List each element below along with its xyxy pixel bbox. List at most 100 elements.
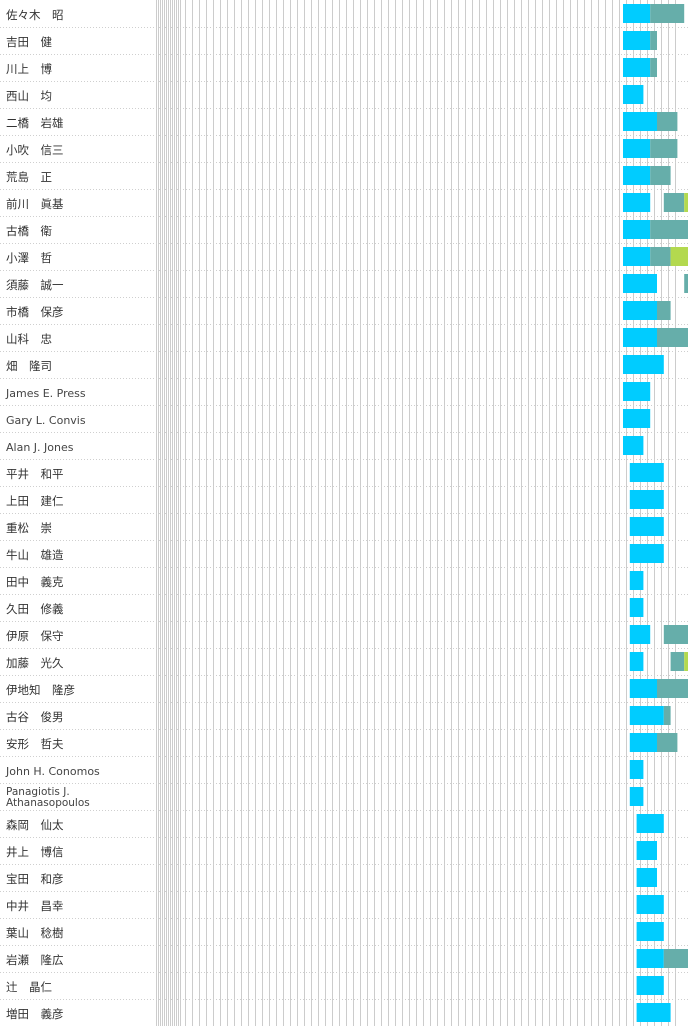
timeline-bar-segment	[623, 85, 644, 104]
timeline-bar-segment	[684, 193, 688, 212]
executive-name-label: 須藤 誠一	[6, 278, 64, 292]
executive-name-label: 伊原 保守	[6, 629, 64, 643]
executive-name-label: 小澤 哲	[6, 251, 52, 265]
timeline-bar-segment	[636, 895, 664, 914]
timeline-bar-segment	[629, 517, 664, 536]
timeline-bar-segment	[629, 760, 644, 779]
executive-name-label: 小吹 信三	[6, 143, 64, 157]
row-separators	[0, 27, 688, 1000]
timeline-bar-segment	[629, 463, 664, 482]
timeline-bar-segment	[623, 355, 664, 374]
executive-name-label: 吉田 健	[6, 35, 52, 49]
timeline-bar-segment	[663, 193, 685, 212]
timeline-bar-segment	[629, 625, 651, 644]
timeline-bar-segment	[636, 949, 664, 968]
timeline-bar-segment	[650, 4, 685, 23]
executive-name-label: Gary L. Convis	[6, 414, 86, 427]
timeline-bar-segment	[629, 733, 657, 752]
timeline-bar-segment	[629, 787, 644, 806]
executive-name-label: 川上 博	[6, 62, 52, 76]
timeline-bar-segment	[657, 112, 678, 131]
executive-name-label: 荒島 正	[6, 170, 52, 184]
executive-name-label: 古橋 衛	[6, 224, 52, 238]
timeline-bar-segment	[650, 58, 657, 77]
executive-name-label: 岩瀬 隆広	[6, 953, 64, 967]
timeline-bar-segment	[650, 247, 671, 266]
timeline-bar-segment	[663, 706, 671, 725]
executive-name-label: John H. Conomos	[5, 765, 100, 778]
executive-name-label: 平井 和平	[6, 467, 64, 481]
executive-name-label: 前川 眞基	[6, 197, 64, 211]
timeline-bar-segment	[636, 1003, 671, 1022]
timeline-bar-segment	[623, 301, 657, 320]
timeline-bar-segment	[623, 139, 651, 158]
executive-name-label: 重松 崇	[6, 521, 52, 535]
timeline-bar-segment	[657, 328, 688, 347]
executive-name-label: 二橋 岩雄	[6, 116, 64, 130]
timeline-bar-segment	[623, 193, 651, 212]
bars-layer	[623, 4, 688, 1022]
executive-name-label: 葉山 稔樹	[6, 926, 64, 940]
timeline-bar-segment	[670, 247, 688, 266]
timeline-bar-segment	[629, 598, 644, 617]
timeline-bar-segment	[657, 733, 678, 752]
executive-name-label: Panagiotis J. Athanasopoulos	[6, 786, 90, 809]
timeline-bar-segment	[636, 841, 657, 860]
timeline-bar-segment	[663, 949, 688, 968]
timeline-bar-segment	[650, 166, 671, 185]
timeline-bar-segment	[650, 31, 657, 50]
timeline-bar-segment	[684, 274, 688, 293]
timeline-bar-segment	[629, 544, 664, 563]
executive-name-label: 畑 隆司	[6, 359, 52, 373]
timeline-bar-segment	[623, 436, 644, 455]
timeline-bar-segment	[670, 652, 685, 671]
timeline-bar-segment	[623, 382, 651, 401]
timeline-bar-segment	[636, 922, 664, 941]
executive-name-label: 辻 晶仁	[6, 980, 52, 994]
timeline-bar-segment	[650, 139, 678, 158]
executive-name-label: 山科 忠	[6, 332, 52, 346]
executive-name-label: Alan J. Jones	[6, 441, 74, 454]
executive-name-label: 井上 博信	[6, 845, 64, 859]
timeline-bar-segment	[650, 220, 688, 239]
executive-name-label: 宝田 和彦	[6, 872, 64, 886]
timeline-bar-segment	[623, 247, 651, 266]
timeline-bar-segment	[623, 4, 651, 23]
timeline-bar-segment	[623, 112, 657, 131]
timeline-bar-segment	[636, 868, 657, 887]
timeline-bar-segment	[629, 706, 664, 725]
timeline-bar-segment	[663, 625, 688, 644]
timeline-bar-segment	[623, 58, 651, 77]
timeline-bar-segment	[629, 652, 644, 671]
timeline-bar-segment	[629, 679, 657, 698]
timeline-bar-segment	[636, 976, 664, 995]
timeline-bar-segment	[657, 679, 688, 698]
executive-name-label: 牛山 雄造	[6, 548, 64, 562]
timeline-bar-segment	[623, 166, 651, 185]
timeline-bar-segment	[636, 814, 664, 833]
timeline-bar-segment	[684, 652, 688, 671]
timeline-bar-segment	[623, 409, 651, 428]
executive-name-label: 佐々木 昭	[6, 8, 64, 22]
executive-name-label: 安形 哲夫	[6, 737, 64, 751]
executive-name-label: 西山 均	[6, 89, 52, 103]
executive-name-label: 加藤 光久	[6, 656, 64, 670]
timeline-bar-segment	[623, 328, 657, 347]
timeline-bar-segment	[623, 31, 651, 50]
executive-name-label: 増田 義彦	[6, 1007, 64, 1021]
timeline-bar-segment	[629, 571, 644, 590]
timeline-bar-segment	[657, 301, 671, 320]
executive-name-label: 伊地知 隆彦	[6, 683, 75, 697]
executive-name-label: 上田 建仁	[6, 494, 64, 508]
executive-name-label: 中井 昌幸	[6, 899, 64, 913]
executive-name-label: 久田 修義	[6, 602, 64, 616]
executive-name-label: 古谷 俊男	[6, 710, 64, 724]
timeline-bar-segment	[623, 220, 651, 239]
executive-name-label: 市橋 保彦	[6, 305, 64, 319]
executive-name-label: James E. Press	[5, 387, 86, 400]
executive-name-label: 田中 義克	[6, 575, 64, 589]
timeline-bar-segment	[623, 274, 657, 293]
timeline-bar-segment	[629, 490, 664, 509]
